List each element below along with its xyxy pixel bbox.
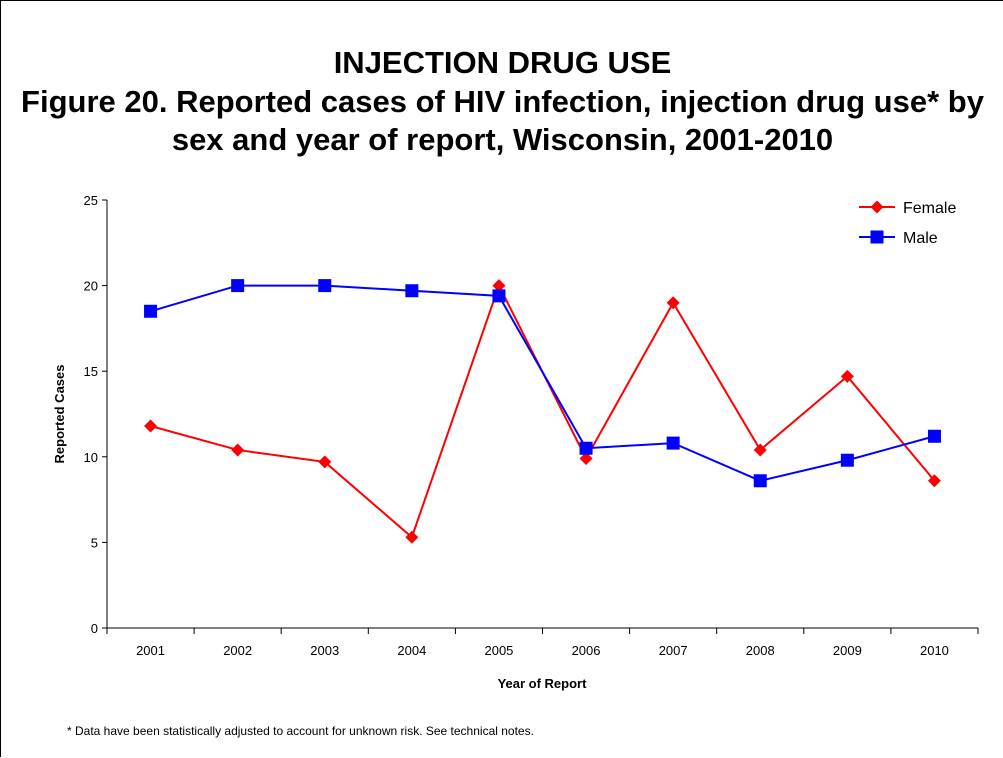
chart-title: INJECTION DRUG USE [333, 45, 672, 80]
legend: Female Male [859, 200, 956, 247]
male-point [927, 429, 941, 443]
x-tick-label: 2002 [223, 643, 252, 658]
legend-female-marker [870, 200, 884, 214]
series-markers [144, 279, 941, 544]
x-tick-label: 2005 [484, 643, 513, 658]
x-tick-label: 2003 [310, 643, 339, 658]
male-point [753, 474, 767, 488]
footnote: * Data have been statistically adjusted … [67, 724, 534, 738]
chart-subtitle: Figure 20. Reported cases of HIV infecti… [21, 84, 984, 157]
title-block: INJECTION DRUG USE Figure 20. Reported c… [1, 43, 1003, 159]
y-tick-label: 10 [84, 450, 98, 465]
male-point [840, 453, 854, 467]
y-tick-label: 20 [84, 279, 98, 294]
female-point [318, 455, 332, 469]
x-tick-label: 2008 [746, 643, 775, 658]
y-tick-label: 0 [91, 621, 98, 636]
male-point [318, 279, 332, 293]
female-point [579, 452, 593, 466]
female-point [753, 443, 767, 457]
female-point [840, 369, 854, 383]
male-point [666, 436, 680, 450]
male-point [492, 289, 506, 303]
axes: 0 5 10 15 20 25 2001 2002 2003 2004 2005 2006 2007 20… [84, 193, 979, 658]
female-point [231, 443, 245, 457]
x-tick-label: 2010 [920, 643, 949, 658]
x-tick-label: 2001 [136, 643, 165, 658]
x-axis-label: Year of Report [498, 676, 588, 691]
male-point [231, 279, 245, 293]
female-point [927, 474, 941, 488]
y-tick-label: 5 [91, 535, 98, 550]
y-tick-label: 15 [84, 364, 98, 379]
series-lines [150, 283, 936, 539]
legend-male-marker [870, 230, 884, 244]
male-point [144, 304, 158, 318]
female-point [492, 279, 506, 293]
legend-male-label: Male [903, 230, 938, 247]
female-point [666, 296, 680, 310]
legend-female-label: Female [903, 200, 956, 217]
y-axis-label: Reported Cases [52, 365, 67, 464]
x-tick-label: 2009 [833, 643, 862, 658]
male-point [579, 441, 593, 455]
x-tick-label: 2004 [397, 643, 426, 658]
male-series-line [150, 284, 935, 482]
y-tick-label: 25 [84, 193, 98, 208]
x-tick-label: 2006 [572, 643, 601, 658]
female-series-line [150, 283, 936, 539]
female-point [405, 530, 419, 544]
male-point [405, 284, 419, 298]
x-tick-label: 2007 [659, 643, 688, 658]
female-point [144, 419, 158, 433]
